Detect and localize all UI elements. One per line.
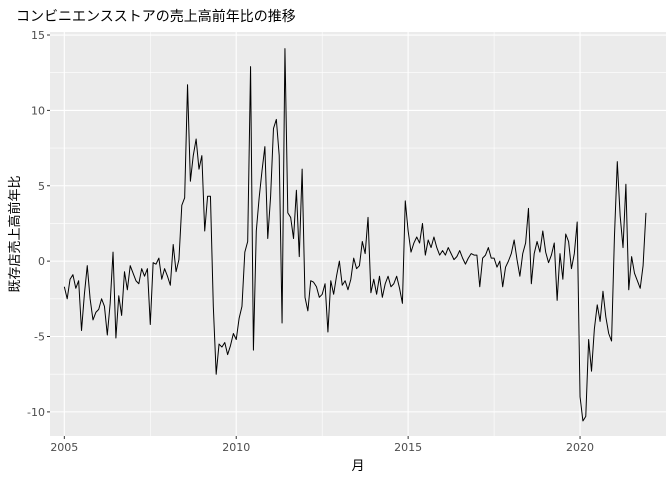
- x-tick-label: 2020: [566, 441, 594, 454]
- x-tick-label: 2010: [222, 441, 250, 454]
- y-tick-label: 5: [38, 180, 45, 193]
- series-line: [63, 48, 647, 422]
- x-tick-label: 2015: [394, 441, 422, 454]
- y-tick-label: 10: [31, 104, 45, 117]
- y-tick-label: 0: [38, 255, 45, 268]
- x-axis-label: 月: [351, 459, 364, 474]
- y-tick-label: 15: [31, 29, 45, 42]
- y-tick-label: -10: [27, 406, 45, 419]
- y-axis: -10 -5 0 5 10 15: [27, 29, 50, 419]
- x-tick-label: 2005: [50, 441, 78, 454]
- y-axis-label: 既存店売上高前年比: [7, 175, 23, 292]
- y-tick-label: -5: [34, 331, 45, 344]
- chart-title: コンビニエンスストアの売上高前年比の推移: [16, 8, 296, 25]
- x-axis: 2005 2010 2015 2020: [50, 436, 594, 454]
- series-layer: [63, 48, 647, 422]
- grid-minor: [50, 32, 666, 436]
- plot-panel: [50, 32, 666, 436]
